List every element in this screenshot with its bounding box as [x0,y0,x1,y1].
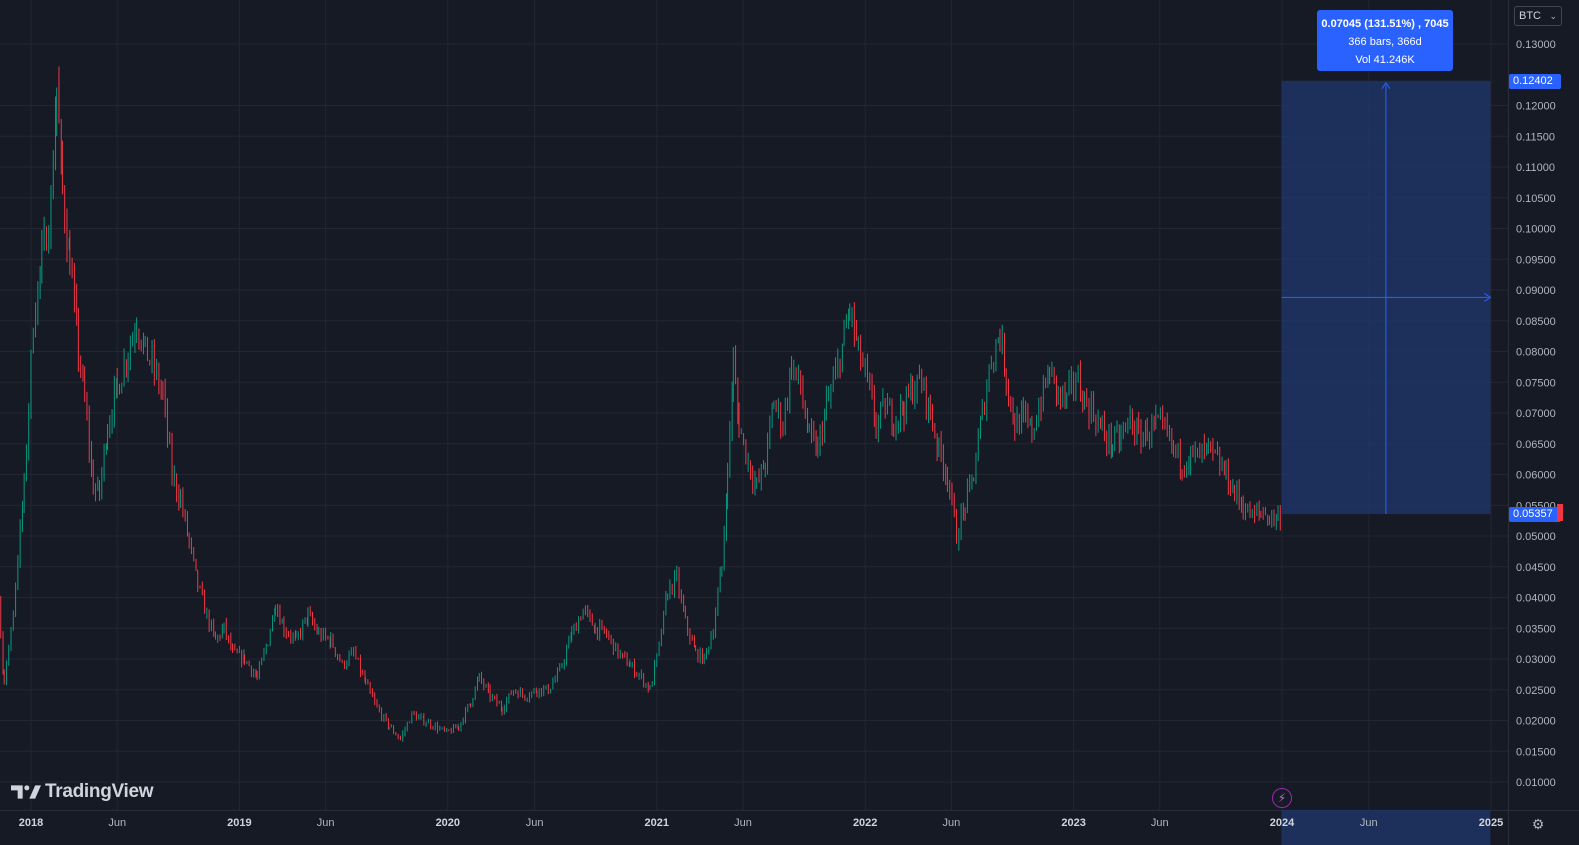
measure-change: 0.07045 (131.51%) , 7045 [1321,18,1449,30]
logo-text: TradingView [45,781,154,802]
measure-time-range [1281,810,1491,845]
time-tick-label: 2020 [436,817,460,829]
price-tick-label: 0.08500 [1516,316,1556,328]
candles [0,66,1281,742]
price-tick-label: 0.02500 [1516,685,1556,697]
price-tick-label: 0.11000 [1516,162,1555,174]
lightning-icon[interactable]: ⚡ [1272,788,1292,808]
price-tick-label: 0.07500 [1516,377,1556,389]
measure-range [1281,80,1492,845]
price-tick-label: 0.01000 [1516,777,1556,789]
time-tick-label: 2019 [227,817,251,829]
measure-tooltip: 0.07045 (131.51%) , 7045 366 bars, 366d … [1317,10,1453,71]
price-tick-label: 0.03000 [1516,654,1556,666]
price-tick-label: 0.11500 [1516,131,1555,143]
price-tick-label: 0.04500 [1516,562,1556,574]
price-tick-label: 0.09500 [1516,254,1556,266]
current-price-marker [1557,504,1563,521]
time-axis: 2018 Jun 2019 Jun 2020 Jun 2021 Jun 2022 Jun 2023 J… [19,817,1503,829]
time-tick-label: Jun [108,817,126,829]
time-tick-label: 2025 [1479,817,1503,829]
measure-volume: Vol 41.246K [1355,54,1415,66]
price-axis: 0.13000 0.12000 0.11500 0.11000 0.10500 0.100… [1516,39,1556,789]
price-tick-label: 0.04000 [1516,593,1556,605]
time-tick-label: Jun [1360,817,1378,829]
price-tick-label: 0.07000 [1516,408,1556,420]
time-tick-label: 2023 [1061,817,1085,829]
time-tick-label: Jun [526,817,544,829]
time-tick-label: Jun [734,817,752,829]
time-tick-label: 2022 [853,817,877,829]
price-tick-label: 0.06000 [1516,470,1556,482]
measure-bars: 366 bars, 366d [1348,36,1422,48]
time-tick-label: Jun [1151,817,1169,829]
symbol-selector[interactable]: BTC ⌄ [1514,6,1562,26]
price-tick-label: 0.03500 [1516,623,1556,635]
time-tick-label: 2021 [645,817,669,829]
price-tick-label: 0.12000 [1516,101,1556,113]
price-tick-label: 0.06500 [1516,439,1556,451]
price-tick-label: 0.10000 [1516,224,1556,236]
price-tick-label: 0.05000 [1516,531,1556,543]
tradingview-logo-icon [11,785,41,799]
time-tick-label: Jun [943,817,961,829]
measure-arrow-right [1484,292,1492,302]
price-tick-label: 0.09000 [1516,285,1556,297]
price-tick-label: 0.02000 [1516,716,1556,728]
price-tick-label: 0.10500 [1516,193,1556,205]
measure-high-price-tag: 0.12402 [1509,74,1561,89]
current-price-tag: 0.05357 [1509,507,1561,522]
gear-icon[interactable]: ⚙ [1531,815,1545,832]
measure-arrow-up [1381,81,1391,90]
price-tick-label: 0.01500 [1516,746,1556,758]
symbol-label: BTC [1519,10,1541,22]
time-tick-label: 2018 [19,817,43,829]
tradingview-logo[interactable]: TradingView [11,779,154,805]
time-tick-label: Jun [317,817,335,829]
price-tick-label: 0.13000 [1516,39,1556,51]
price-tick-label: 0.08000 [1516,347,1556,359]
chevron-down-icon: ⌄ [1549,10,1557,21]
time-tick-label: 2024 [1270,817,1295,829]
